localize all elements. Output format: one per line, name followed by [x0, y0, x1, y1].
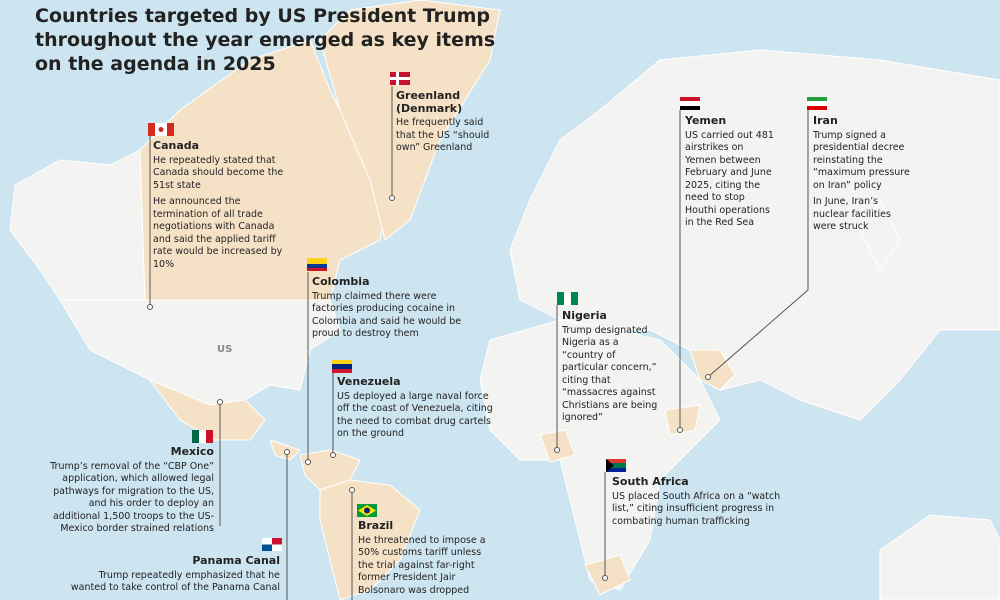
- country-name: Brazil: [358, 519, 394, 532]
- annotation-text: Trump’s removal of the “CBP One” applica…: [50, 460, 214, 535]
- annotation-text: Trump repeatedly emphasized that he want…: [70, 569, 280, 594]
- leader-lines: [149, 86, 809, 600]
- highlighted-countries: [139, 0, 736, 600]
- dots: [147, 195, 711, 581]
- annotation-text: He frequently said that the US “should o…: [396, 117, 490, 153]
- annotation-text: Trump designated Nigeria as a “country o…: [562, 324, 658, 424]
- country-name: Iran: [813, 114, 838, 127]
- country-name: Colombia: [312, 275, 370, 288]
- map-label: US: [217, 344, 233, 355]
- flags: [148, 72, 827, 551]
- country-name: Venezuela: [337, 375, 401, 388]
- annotation: Nigeria Trump designated Nigeria as a “co…: [562, 309, 662, 429]
- annotation: Iran Trump signed a presidential decree r…: [813, 114, 913, 238]
- annotation: Canada He repeatedly stated that Canada s…: [153, 139, 293, 275]
- annotation-text: In June, Iran’s nuclear facilities were …: [813, 196, 891, 232]
- annotation: Greenland (Denmark) He frequently said th…: [396, 89, 491, 159]
- land: [9, 49, 1000, 600]
- annotation: Yemen US carried out 481 airstrikes on Ye…: [685, 114, 777, 234]
- annotation-text: US carried out 481 airstrikes on Yemen b…: [685, 129, 774, 229]
- annotation-text: He repeatedly stated that Canada should …: [153, 154, 284, 191]
- annotation-text: Trump signed a presidential decree reins…: [813, 129, 910, 191]
- annotation-text: US deployed a large naval force off the …: [337, 390, 493, 440]
- annotation-text: Trump claimed there were factories produ…: [312, 290, 462, 340]
- country-name: Canada: [153, 139, 200, 152]
- country-name: Panama Canal: [192, 554, 280, 567]
- annotation-text: He announced the termination of all trad…: [153, 196, 283, 270]
- title: Countries targeted by US President Trump…: [35, 5, 496, 75]
- country-name: Nigeria: [562, 309, 607, 322]
- annotation-text: He threatened to impose a 50% customs ta…: [358, 534, 486, 596]
- annotation: Panama Canal Trump repeatedly emphasized …: [70, 554, 280, 599]
- country-name: Yemen: [685, 114, 727, 127]
- annotation: Venezuela US deployed a large naval force…: [337, 375, 497, 445]
- annotation-text: US placed South Africa on a “watch list,…: [612, 490, 781, 527]
- country-name: South Africa: [612, 475, 689, 488]
- country-name: Mexico: [170, 445, 214, 458]
- annotation: South Africa US placed South Africa on a …: [612, 475, 782, 532]
- country-name: Greenland (Denmark): [396, 89, 463, 115]
- annotation: Colombia Trump claimed there were factori…: [312, 275, 472, 345]
- annotation: Brazil He threatened to impose a 50% cust…: [358, 519, 493, 600]
- annotation: Mexico Trump’s removal of the “CBP One” a…: [40, 445, 214, 540]
